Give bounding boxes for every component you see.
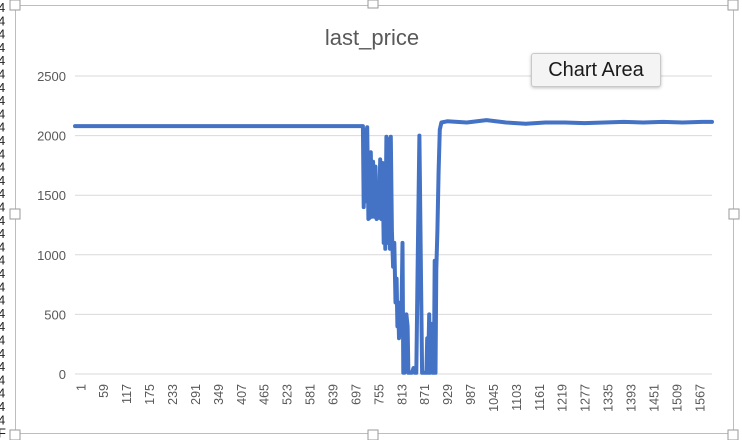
x-tick-label: 1393 bbox=[625, 384, 639, 412]
left-edge-glyph: 4 bbox=[0, 239, 5, 254]
chart-area-tooltip: Chart Area bbox=[531, 53, 661, 87]
left-edge-glyph: 4 bbox=[0, 120, 5, 135]
selection-handle[interactable] bbox=[727, 0, 739, 11]
x-tick-label: 1103 bbox=[510, 384, 524, 411]
series-group bbox=[73, 118, 714, 375]
x-tick-label: 117 bbox=[120, 384, 134, 404]
x-tick-label: 755 bbox=[372, 384, 386, 405]
left-edge-glyph: 4 bbox=[0, 319, 5, 334]
selection-handle[interactable] bbox=[728, 208, 740, 220]
y-tick-label: 2000 bbox=[37, 129, 66, 144]
x-tick-label: 1335 bbox=[602, 384, 616, 412]
x-tick-label: 291 bbox=[189, 384, 203, 405]
x-tick-label: 523 bbox=[281, 384, 295, 405]
left-edge-glyph: 4 bbox=[0, 200, 5, 215]
selection-handle[interactable] bbox=[9, 0, 21, 11]
left-edge-glyph: 4 bbox=[0, 93, 5, 108]
x-tick-label: 987 bbox=[464, 384, 478, 405]
selection-handle[interactable] bbox=[9, 429, 21, 440]
x-tick-label: 1277 bbox=[579, 384, 593, 412]
selection-handle[interactable] bbox=[9, 208, 21, 220]
x-tick-label: 1161 bbox=[533, 384, 547, 411]
x-tick-label: 1451 bbox=[647, 384, 661, 412]
left-edge-glyph: 4 bbox=[0, 253, 5, 268]
x-tick-label: 59 bbox=[97, 384, 111, 398]
left-edge-glyph: 4 bbox=[0, 372, 5, 387]
y-tick-label: 2500 bbox=[37, 69, 66, 84]
left-edge-glyph: 4 bbox=[0, 306, 5, 321]
left-edge-glyph: 4 bbox=[0, 173, 5, 188]
left-edge-glyph: 4 bbox=[0, 399, 5, 414]
x-tick-label: 639 bbox=[326, 384, 340, 405]
y-tick-label: 0 bbox=[59, 367, 66, 382]
selection-handle[interactable] bbox=[367, 0, 379, 9]
y-tick-label: 1000 bbox=[37, 248, 66, 263]
selection-handle[interactable] bbox=[727, 429, 739, 440]
left-edge-glyph: 4 bbox=[0, 40, 5, 55]
left-edge-glyph: 4 bbox=[0, 53, 5, 68]
left-edge-glyph: 4 bbox=[0, 346, 5, 361]
x-tick-label: 175 bbox=[143, 384, 157, 405]
x-tick-label: 1509 bbox=[670, 384, 684, 412]
x-axis-tick-labels: 1 59 117 175 233 291 349 407 465 523 581 639 697 755 8… bbox=[74, 384, 707, 412]
left-edge-glyph: 4 bbox=[0, 412, 5, 427]
x-tick-label: 929 bbox=[441, 384, 455, 405]
chart-title: last_price bbox=[325, 25, 419, 50]
selection-handles[interactable] bbox=[9, 0, 740, 440]
left-edge-glyph: 4 bbox=[0, 146, 5, 161]
left-edge-glyph: 4 bbox=[0, 293, 5, 308]
left-edge-glyph: 4 bbox=[0, 106, 5, 121]
x-tick-label: 1567 bbox=[693, 384, 707, 412]
left-edge-glyph: 4 bbox=[0, 386, 5, 401]
left-edge-glyph: 4 bbox=[0, 186, 5, 201]
x-tick-label: 349 bbox=[212, 384, 226, 405]
left-edge-glyph: 4 bbox=[0, 133, 5, 148]
x-tick-label: 407 bbox=[235, 384, 249, 405]
y-axis-tick-labels: 0 500 1000 1500 2000 2500 bbox=[37, 69, 66, 382]
x-tick-label: 581 bbox=[304, 384, 318, 405]
left-edge-glyph: 4 bbox=[0, 80, 5, 95]
left-edge-glyph: 4 bbox=[0, 359, 5, 374]
left-edge-glyph: 4 bbox=[0, 13, 5, 28]
left-edge-glyph: 4 bbox=[0, 226, 5, 241]
x-tick-label: 813 bbox=[395, 384, 409, 405]
x-tick-label: 697 bbox=[349, 384, 363, 405]
selection-handle[interactable] bbox=[367, 429, 379, 440]
x-tick-label: 871 bbox=[418, 384, 432, 405]
x-tick-label: 1045 bbox=[487, 384, 501, 412]
x-tick-label: 1219 bbox=[556, 384, 570, 412]
left-edge-glyph: 4 bbox=[0, 333, 5, 348]
left-edge-glyph: 4 bbox=[0, 213, 5, 228]
left-edge-glyph: 4 bbox=[0, 0, 5, 15]
y-tick-label: 500 bbox=[44, 307, 66, 322]
y-tick-label: 1500 bbox=[37, 188, 66, 203]
left-edge-glyph: 4 bbox=[0, 160, 5, 175]
x-tick-label: 465 bbox=[258, 384, 272, 405]
left-edge-glyph: 4 bbox=[0, 279, 5, 294]
left-edge-glyph: 4 bbox=[0, 266, 5, 281]
x-tick-label: 1 bbox=[74, 384, 88, 391]
x-tick-label: 233 bbox=[166, 384, 180, 405]
left-edge-glyph: F bbox=[0, 426, 6, 440]
series-line[interactable] bbox=[73, 118, 714, 375]
left-edge-glyph: 4 bbox=[0, 67, 5, 82]
left-edge-glyph: 4 bbox=[0, 27, 5, 42]
